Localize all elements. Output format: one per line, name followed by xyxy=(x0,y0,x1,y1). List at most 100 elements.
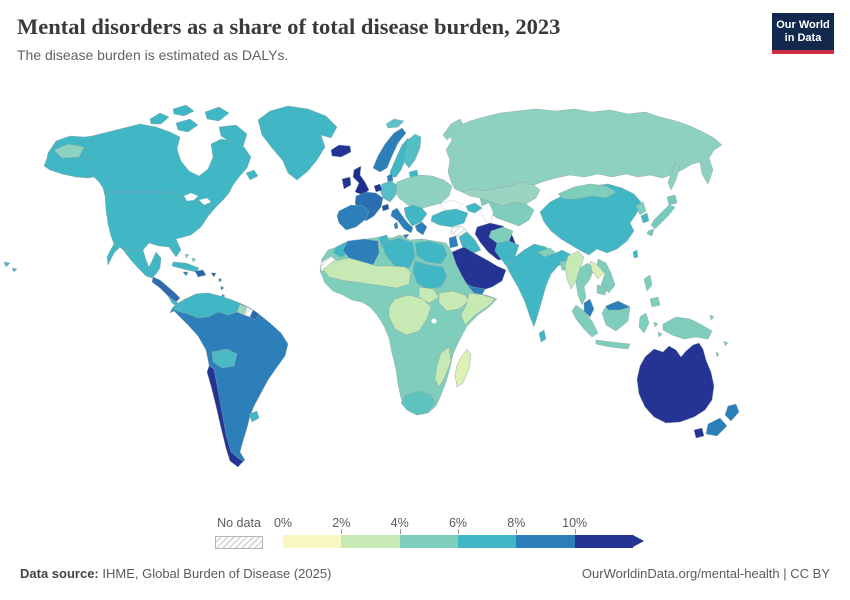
country-philippines[interactable] xyxy=(643,274,661,308)
country-bahamas[interactable] xyxy=(184,253,197,263)
page-title: Mental disorders as a share of total dis… xyxy=(17,14,561,39)
island-sulawesi[interactable] xyxy=(638,312,650,334)
country-south-sudan[interactable] xyxy=(418,286,440,304)
country-central-america[interactable] xyxy=(151,276,181,303)
country-united-kingdom[interactable] xyxy=(352,165,370,196)
footer-license[interactable]: CC BY xyxy=(790,566,830,581)
islands-lesser-antilles[interactable] xyxy=(218,277,226,299)
country-sri-lanka[interactable] xyxy=(538,329,547,343)
legend-bin[interactable] xyxy=(516,535,575,548)
country-denmark[interactable] xyxy=(386,173,394,183)
country-bolivia[interactable] xyxy=(211,348,238,369)
region-balkans[interactable] xyxy=(403,204,428,227)
island-java[interactable] xyxy=(595,339,631,350)
legend-bin[interactable] xyxy=(457,535,517,548)
islands-hawaii[interactable] xyxy=(3,261,18,273)
chart-footer: Data source: IHME, Global Burden of Dise… xyxy=(20,566,830,581)
country-colombia-venezuela[interactable] xyxy=(172,292,241,319)
country-cuba[interactable] xyxy=(171,261,200,273)
country-puerto-rico[interactable] xyxy=(210,272,217,278)
owid-logo-line1: Our World xyxy=(776,19,830,31)
country-dr-congo[interactable] xyxy=(388,294,432,336)
country-india[interactable] xyxy=(506,243,571,328)
legend-no-data-swatch[interactable] xyxy=(215,536,263,549)
region-caucasus[interactable] xyxy=(465,202,483,214)
country-russia-chukotka-west[interactable] xyxy=(53,143,85,159)
country-switzerland[interactable] xyxy=(381,203,390,212)
owid-logo[interactable]: Our World in Data xyxy=(772,13,834,54)
legend-tick-label: 8% xyxy=(507,516,526,530)
footer-link[interactable]: OurWorldinData.org/mental-health xyxy=(581,566,780,581)
country-italy[interactable] xyxy=(390,207,414,240)
chart-subtitle: The disease burden is estimated as DALYs… xyxy=(17,47,289,63)
country-chile[interactable] xyxy=(206,365,244,468)
country-south-korea[interactable] xyxy=(640,212,650,224)
country-sudan[interactable] xyxy=(412,260,448,290)
legend-tick xyxy=(574,529,576,534)
country-ethiopia[interactable] xyxy=(438,290,470,312)
country-jordan-israel[interactable] xyxy=(448,235,459,249)
country-norway[interactable] xyxy=(372,127,407,173)
country-australia[interactable] xyxy=(636,342,715,424)
country-laos[interactable] xyxy=(589,260,605,280)
country-libya[interactable] xyxy=(382,237,416,269)
country-somalia[interactable] xyxy=(460,292,496,326)
country-madagascar[interactable] xyxy=(454,348,472,388)
islands-moluccas[interactable] xyxy=(653,321,663,338)
country-new-zealand[interactable] xyxy=(705,403,740,437)
country-mozambique[interactable] xyxy=(434,346,452,388)
country-south-america[interactable] xyxy=(169,292,289,468)
country-french-guiana[interactable] xyxy=(249,309,260,321)
country-taiwan[interactable] xyxy=(632,249,639,259)
country-ireland[interactable] xyxy=(341,176,352,190)
country-myanmar[interactable] xyxy=(564,250,585,290)
islands-svalbard[interactable] xyxy=(385,118,405,129)
legend-tick xyxy=(341,529,343,534)
country-japan[interactable] xyxy=(646,194,678,237)
map-legend: No data 0% 2% 4% 6% 8% 10% xyxy=(0,515,850,557)
country-finland[interactable] xyxy=(403,133,422,169)
footer-source-text: IHME, Global Burden of Disease (2025) xyxy=(98,566,332,581)
country-russia[interactable] xyxy=(445,108,723,193)
country-north-america[interactable] xyxy=(43,123,252,279)
islands-canadian-arctic[interactable] xyxy=(149,104,259,181)
country-north-korea[interactable] xyxy=(635,201,647,216)
country-greenland[interactable] xyxy=(257,105,338,181)
region-eastern-europe[interactable] xyxy=(394,174,453,210)
country-iceland[interactable] xyxy=(330,144,352,158)
country-jamaica[interactable] xyxy=(182,271,189,277)
legend-bin[interactable] xyxy=(399,535,458,548)
world-map xyxy=(0,95,850,505)
country-cambodia[interactable] xyxy=(596,284,608,296)
border-alaska-canada xyxy=(90,136,95,178)
legend-bin[interactable] xyxy=(574,535,633,548)
legend-bin[interactable] xyxy=(341,535,400,548)
legend-arrow xyxy=(632,535,644,547)
islands-pacific[interactable] xyxy=(709,314,729,358)
country-iberia[interactable] xyxy=(336,204,370,231)
country-egypt[interactable] xyxy=(414,240,448,265)
country-uruguay[interactable] xyxy=(248,410,260,423)
island-new-guinea[interactable] xyxy=(662,316,713,340)
island-novaya-zemlya[interactable] xyxy=(442,118,464,141)
island-sumatra[interactable] xyxy=(571,304,599,338)
country-iraq[interactable] xyxy=(458,231,482,255)
country-mongolia[interactable] xyxy=(557,183,617,200)
country-malaysia-borneo[interactable] xyxy=(605,300,631,311)
country-nepal[interactable] xyxy=(537,247,557,258)
island-tasmania[interactable] xyxy=(693,427,705,439)
country-hispaniola[interactable] xyxy=(194,269,207,278)
footer-source-label: Data source: xyxy=(20,566,99,581)
region-sahel[interactable] xyxy=(322,257,412,289)
country-syria[interactable] xyxy=(450,225,468,238)
legend-tick-label: 0% xyxy=(273,516,293,530)
country-malaysia-peninsula[interactable] xyxy=(583,298,595,318)
country-germany[interactable] xyxy=(379,180,398,203)
country-vietnam[interactable] xyxy=(596,258,616,294)
country-south-africa[interactable] xyxy=(400,390,436,416)
country-benelux[interactable] xyxy=(373,183,383,193)
legend-bin[interactable] xyxy=(283,535,342,548)
island-sakhalin[interactable] xyxy=(667,161,681,191)
country-turkey[interactable] xyxy=(430,208,469,228)
